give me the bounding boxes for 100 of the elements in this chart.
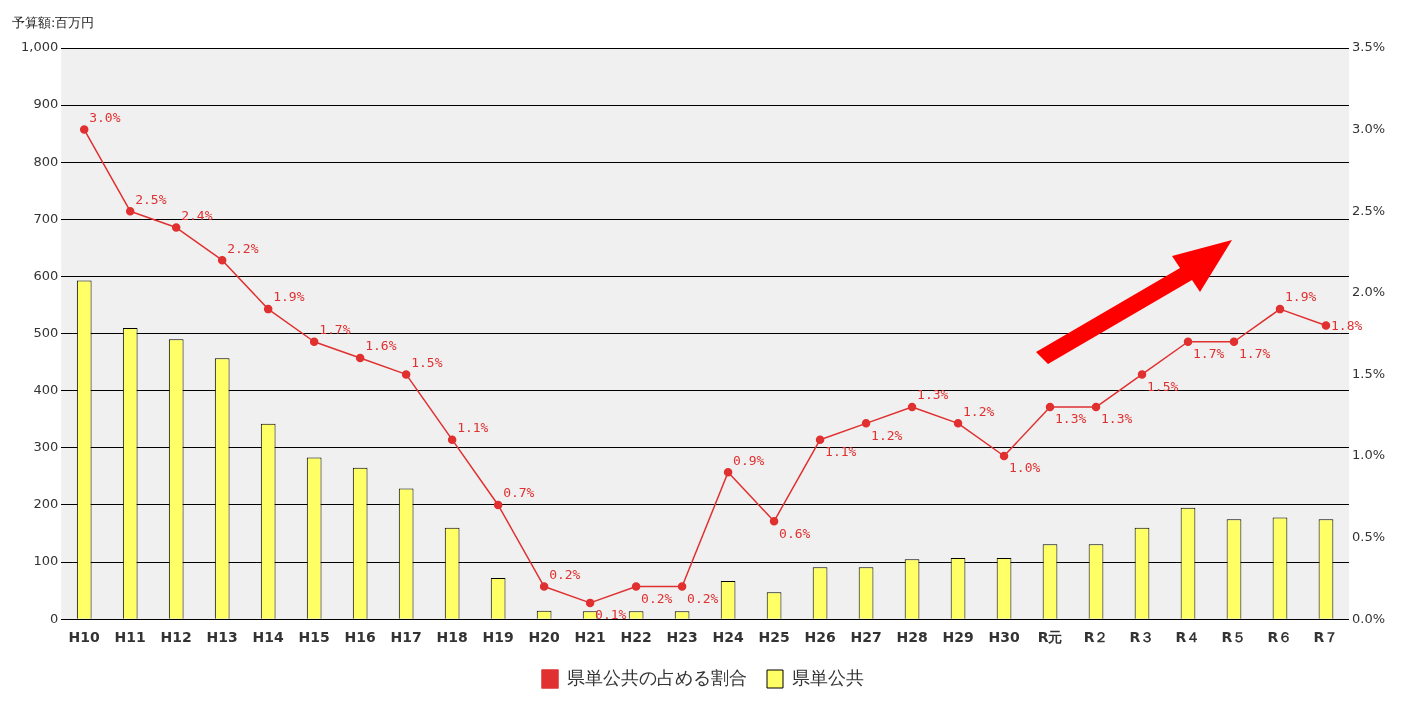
y2-tick-label: 1.5% xyxy=(1351,365,1385,381)
point xyxy=(723,468,733,477)
data-label: 1.5% xyxy=(1147,378,1179,394)
point xyxy=(217,255,227,265)
data-label: 0.1% xyxy=(595,607,627,623)
point xyxy=(1321,321,1331,330)
point xyxy=(1183,337,1193,347)
point xyxy=(1045,402,1055,412)
data-label: 2.5% xyxy=(135,191,167,207)
y2-tick-label: 0.5% xyxy=(1351,528,1385,544)
x-tick-label: R６ xyxy=(1267,629,1293,646)
x-tick-label: H18 xyxy=(436,629,468,646)
y2-tick-label: 3.5% xyxy=(1351,39,1385,55)
x-tick-label: R３ xyxy=(1129,629,1155,646)
y-tick-label: 800 xyxy=(33,153,59,169)
data-label: 3.0% xyxy=(89,109,121,125)
y-tick-label: 400 xyxy=(33,382,59,398)
x-tick-label: H24 xyxy=(712,629,744,646)
x-tick-label: R５ xyxy=(1221,629,1247,646)
y-tick-label: 1,000 xyxy=(21,39,59,55)
data-label: 1.1% xyxy=(825,444,857,460)
x-tick-label: H22 xyxy=(620,629,652,646)
data-label: 0.9% xyxy=(733,452,765,468)
y-tick-label: 700 xyxy=(33,210,59,226)
point xyxy=(999,451,1009,461)
data-label: 1.2% xyxy=(963,403,995,419)
x-tick-label: H30 xyxy=(988,629,1020,646)
data-label: 1.5% xyxy=(411,354,443,370)
data-label: 0.7% xyxy=(503,485,535,501)
y2-tick-label: 2.5% xyxy=(1351,202,1385,218)
y-axis-title: 予算額:百万円 xyxy=(12,14,95,32)
point xyxy=(677,582,687,591)
point xyxy=(631,582,641,591)
x-tick-label: H25 xyxy=(758,629,790,646)
point xyxy=(401,370,411,379)
point xyxy=(585,598,595,608)
x-tick-label: H17 xyxy=(390,629,422,646)
x-tick-label: H16 xyxy=(344,629,376,646)
x-tick-label: H27 xyxy=(850,629,882,646)
data-label: 1.3% xyxy=(917,387,949,403)
legend-label: 県単公共の占める割合 xyxy=(567,666,747,688)
y2-tick-label: 3.0% xyxy=(1351,120,1385,136)
point xyxy=(309,337,319,347)
data-label: 1.0% xyxy=(1009,460,1041,476)
x-tick-label: R７ xyxy=(1313,629,1339,646)
x-tick-label: H11 xyxy=(114,629,146,646)
data-label: 1.8% xyxy=(1330,317,1363,333)
x-tick-label: H19 xyxy=(482,629,514,646)
x-tick-label: H15 xyxy=(298,629,330,646)
x-tick-label: H28 xyxy=(896,629,928,646)
x-tick-label: H26 xyxy=(804,629,836,646)
point xyxy=(1137,370,1147,379)
data-label: 0.2% xyxy=(687,590,719,606)
point xyxy=(769,517,779,526)
x-tick-label: H12 xyxy=(160,629,192,646)
data-label: 2.4% xyxy=(181,207,213,223)
data-label: 1.7% xyxy=(1238,346,1271,362)
data-label: 1.9% xyxy=(273,289,305,305)
y-tick-label: 0 xyxy=(49,610,59,626)
x-tick-label: H10 xyxy=(68,629,101,646)
point xyxy=(815,435,825,444)
point xyxy=(171,223,181,232)
y2-tick-label: 0.0% xyxy=(1351,610,1385,626)
x-tick-label: H21 xyxy=(574,629,606,646)
data-label: 0.6% xyxy=(779,525,811,541)
y-tick-label: 600 xyxy=(33,267,59,283)
data-label: 1.1% xyxy=(457,420,489,436)
x-tick-label: H14 xyxy=(252,629,285,646)
y-tick-label: 100 xyxy=(33,553,59,569)
data-label: 1.9% xyxy=(1284,289,1317,305)
y2-tick-label: 1.0% xyxy=(1351,447,1385,463)
point xyxy=(447,435,457,444)
x-tick-label: R４ xyxy=(1175,629,1201,646)
data-label: 1.7% xyxy=(1193,346,1225,362)
point xyxy=(125,206,135,216)
data-label: 1.3% xyxy=(1055,411,1087,427)
data-label: 1.3% xyxy=(1101,411,1133,427)
point xyxy=(907,402,917,412)
point xyxy=(1229,337,1239,347)
x-tick-label: H20 xyxy=(528,629,560,646)
x-tick-label: H29 xyxy=(942,629,974,646)
data-label: 2.2% xyxy=(227,240,259,256)
point xyxy=(1275,304,1285,314)
x-tick-label: R元 xyxy=(1037,629,1063,646)
data-label: 1.6% xyxy=(365,338,397,354)
y2-tick-label: 2.0% xyxy=(1351,284,1385,300)
data-label: 0.2% xyxy=(549,566,581,582)
y-tick-label: 200 xyxy=(33,496,59,512)
point xyxy=(493,500,503,510)
point xyxy=(79,125,89,134)
point xyxy=(263,304,273,314)
x-tick-label: H13 xyxy=(206,629,238,646)
point xyxy=(861,419,871,428)
y-tick-label: 900 xyxy=(33,96,59,112)
point xyxy=(953,419,963,428)
point xyxy=(539,582,549,591)
data-label: 0.2% xyxy=(641,590,673,606)
y-tick-label: 300 xyxy=(33,439,59,455)
data-label: 1.2% xyxy=(871,427,903,443)
legend-label: 県単公共 xyxy=(792,666,864,688)
